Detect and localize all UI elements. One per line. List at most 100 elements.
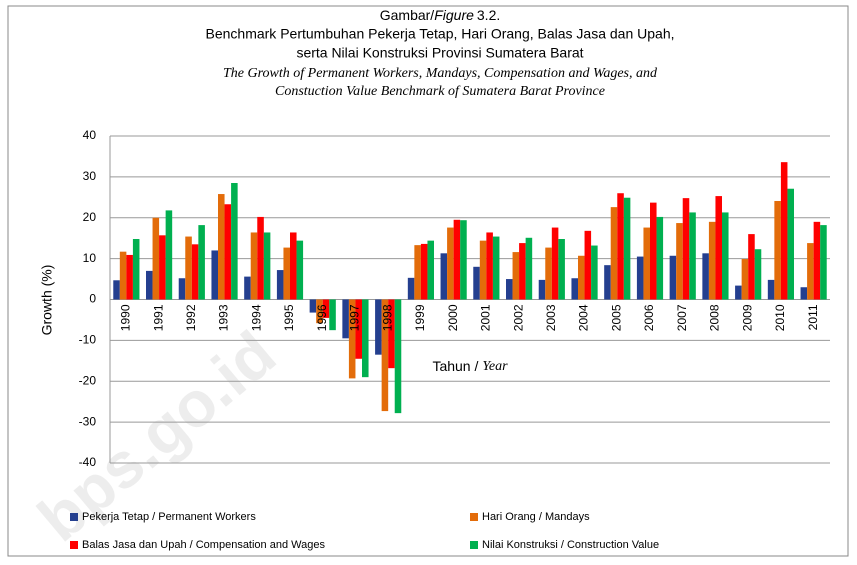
x-tick-label: 2006	[642, 304, 656, 331]
legend-label: Balas Jasa dan Upah / Compensation and W…	[82, 539, 325, 551]
x-tick-label: 2007	[675, 304, 689, 331]
x-tick-label: 1998	[380, 304, 394, 331]
bar	[276, 270, 284, 300]
bar	[342, 299, 349, 339]
bar	[584, 230, 592, 300]
bar	[741, 259, 749, 300]
bar	[774, 200, 781, 300]
bar	[689, 212, 696, 300]
bar	[126, 254, 133, 300]
bar	[735, 285, 742, 300]
bar	[571, 278, 578, 300]
bar	[722, 212, 729, 300]
y-tick-label: 40	[83, 128, 97, 142]
bar	[453, 219, 461, 300]
bar	[545, 247, 552, 300]
bar	[787, 188, 794, 300]
x-tick-label: 2005	[609, 304, 623, 331]
bar	[152, 217, 160, 300]
bar	[407, 277, 415, 300]
y-tick-label: -20	[79, 373, 97, 387]
x-tick-label: 2002	[511, 304, 525, 331]
bar	[650, 202, 657, 300]
bar	[754, 249, 762, 300]
bar	[362, 299, 369, 378]
bar	[224, 204, 232, 300]
x-axis-label: Tahun / Year	[432, 358, 508, 375]
x-tick-label: 2011	[806, 304, 820, 330]
bar	[591, 245, 598, 300]
x-tick-label: 2004	[577, 304, 591, 331]
bar	[636, 256, 644, 300]
bar	[604, 265, 611, 300]
legend-label: Hari Orang / Mandays	[482, 511, 590, 523]
bar	[283, 247, 290, 300]
bar	[250, 232, 258, 300]
y-tick-label: -10	[79, 333, 97, 347]
legend-swatch	[70, 541, 78, 549]
bar	[113, 280, 120, 300]
chart-subtitle: Constuction Value Benchmark of Sumatera …	[275, 84, 605, 99]
bar	[551, 227, 559, 300]
bar	[211, 250, 218, 300]
y-tick-label: 20	[83, 210, 97, 224]
chart-title: Benchmark Pertumbuhan Pekerja Tetap, Har…	[206, 26, 675, 42]
bar	[381, 299, 389, 412]
bar	[519, 243, 526, 300]
bar	[708, 221, 716, 300]
figure-prefix: Gambar/	[380, 7, 435, 23]
bar	[132, 239, 140, 300]
bar	[807, 243, 814, 300]
bar	[198, 225, 205, 300]
bar	[813, 221, 821, 300]
bar	[447, 227, 454, 300]
figure-label: Gambar/Figure 3.2.	[380, 7, 501, 23]
bar	[165, 210, 173, 300]
bar	[244, 276, 251, 300]
y-tick-label: 10	[83, 251, 97, 265]
x-tick-label: 1999	[413, 304, 427, 331]
chart-subtitle: The Growth of Permanent Workers, Mandays…	[223, 66, 658, 81]
legend-swatch	[70, 513, 78, 521]
x-tick-label: 1993	[217, 304, 231, 331]
bar	[460, 220, 467, 300]
bar	[486, 232, 493, 300]
bar	[558, 239, 565, 300]
bar	[669, 255, 677, 300]
x-axis-label-en: Year	[482, 359, 508, 374]
legend-swatch	[470, 541, 478, 549]
figure-number: 3.2.	[477, 7, 500, 23]
bar	[296, 240, 304, 300]
bar	[178, 278, 186, 300]
bar	[767, 279, 775, 300]
y-axis-label: Growth (%)	[39, 265, 55, 336]
chart-title: serta Nilai Konstruksi Provinsi Sumatera…	[296, 45, 583, 61]
x-tick-label: 1995	[282, 304, 296, 331]
bar	[512, 252, 520, 300]
bar	[185, 236, 192, 300]
y-tick-label: 30	[83, 169, 97, 183]
bar	[290, 232, 297, 300]
bar	[610, 207, 618, 300]
bar	[492, 236, 500, 300]
bar	[420, 243, 428, 300]
bar	[159, 235, 166, 300]
legend-label: Nilai Konstruksi / Construction Value	[482, 539, 659, 551]
bar	[525, 237, 533, 300]
bar	[473, 266, 480, 300]
bar	[820, 225, 827, 300]
bar	[676, 223, 683, 300]
bar	[578, 255, 585, 300]
bar	[538, 279, 546, 300]
bar	[375, 299, 382, 355]
bar	[388, 299, 395, 369]
x-tick-label: 1994	[249, 304, 263, 331]
bar	[316, 299, 323, 324]
bar	[702, 253, 709, 300]
bar	[257, 216, 264, 300]
bar	[414, 245, 421, 300]
x-tick-label: 2000	[446, 304, 460, 331]
x-tick-label: 2001	[479, 304, 493, 331]
bar	[191, 244, 199, 300]
